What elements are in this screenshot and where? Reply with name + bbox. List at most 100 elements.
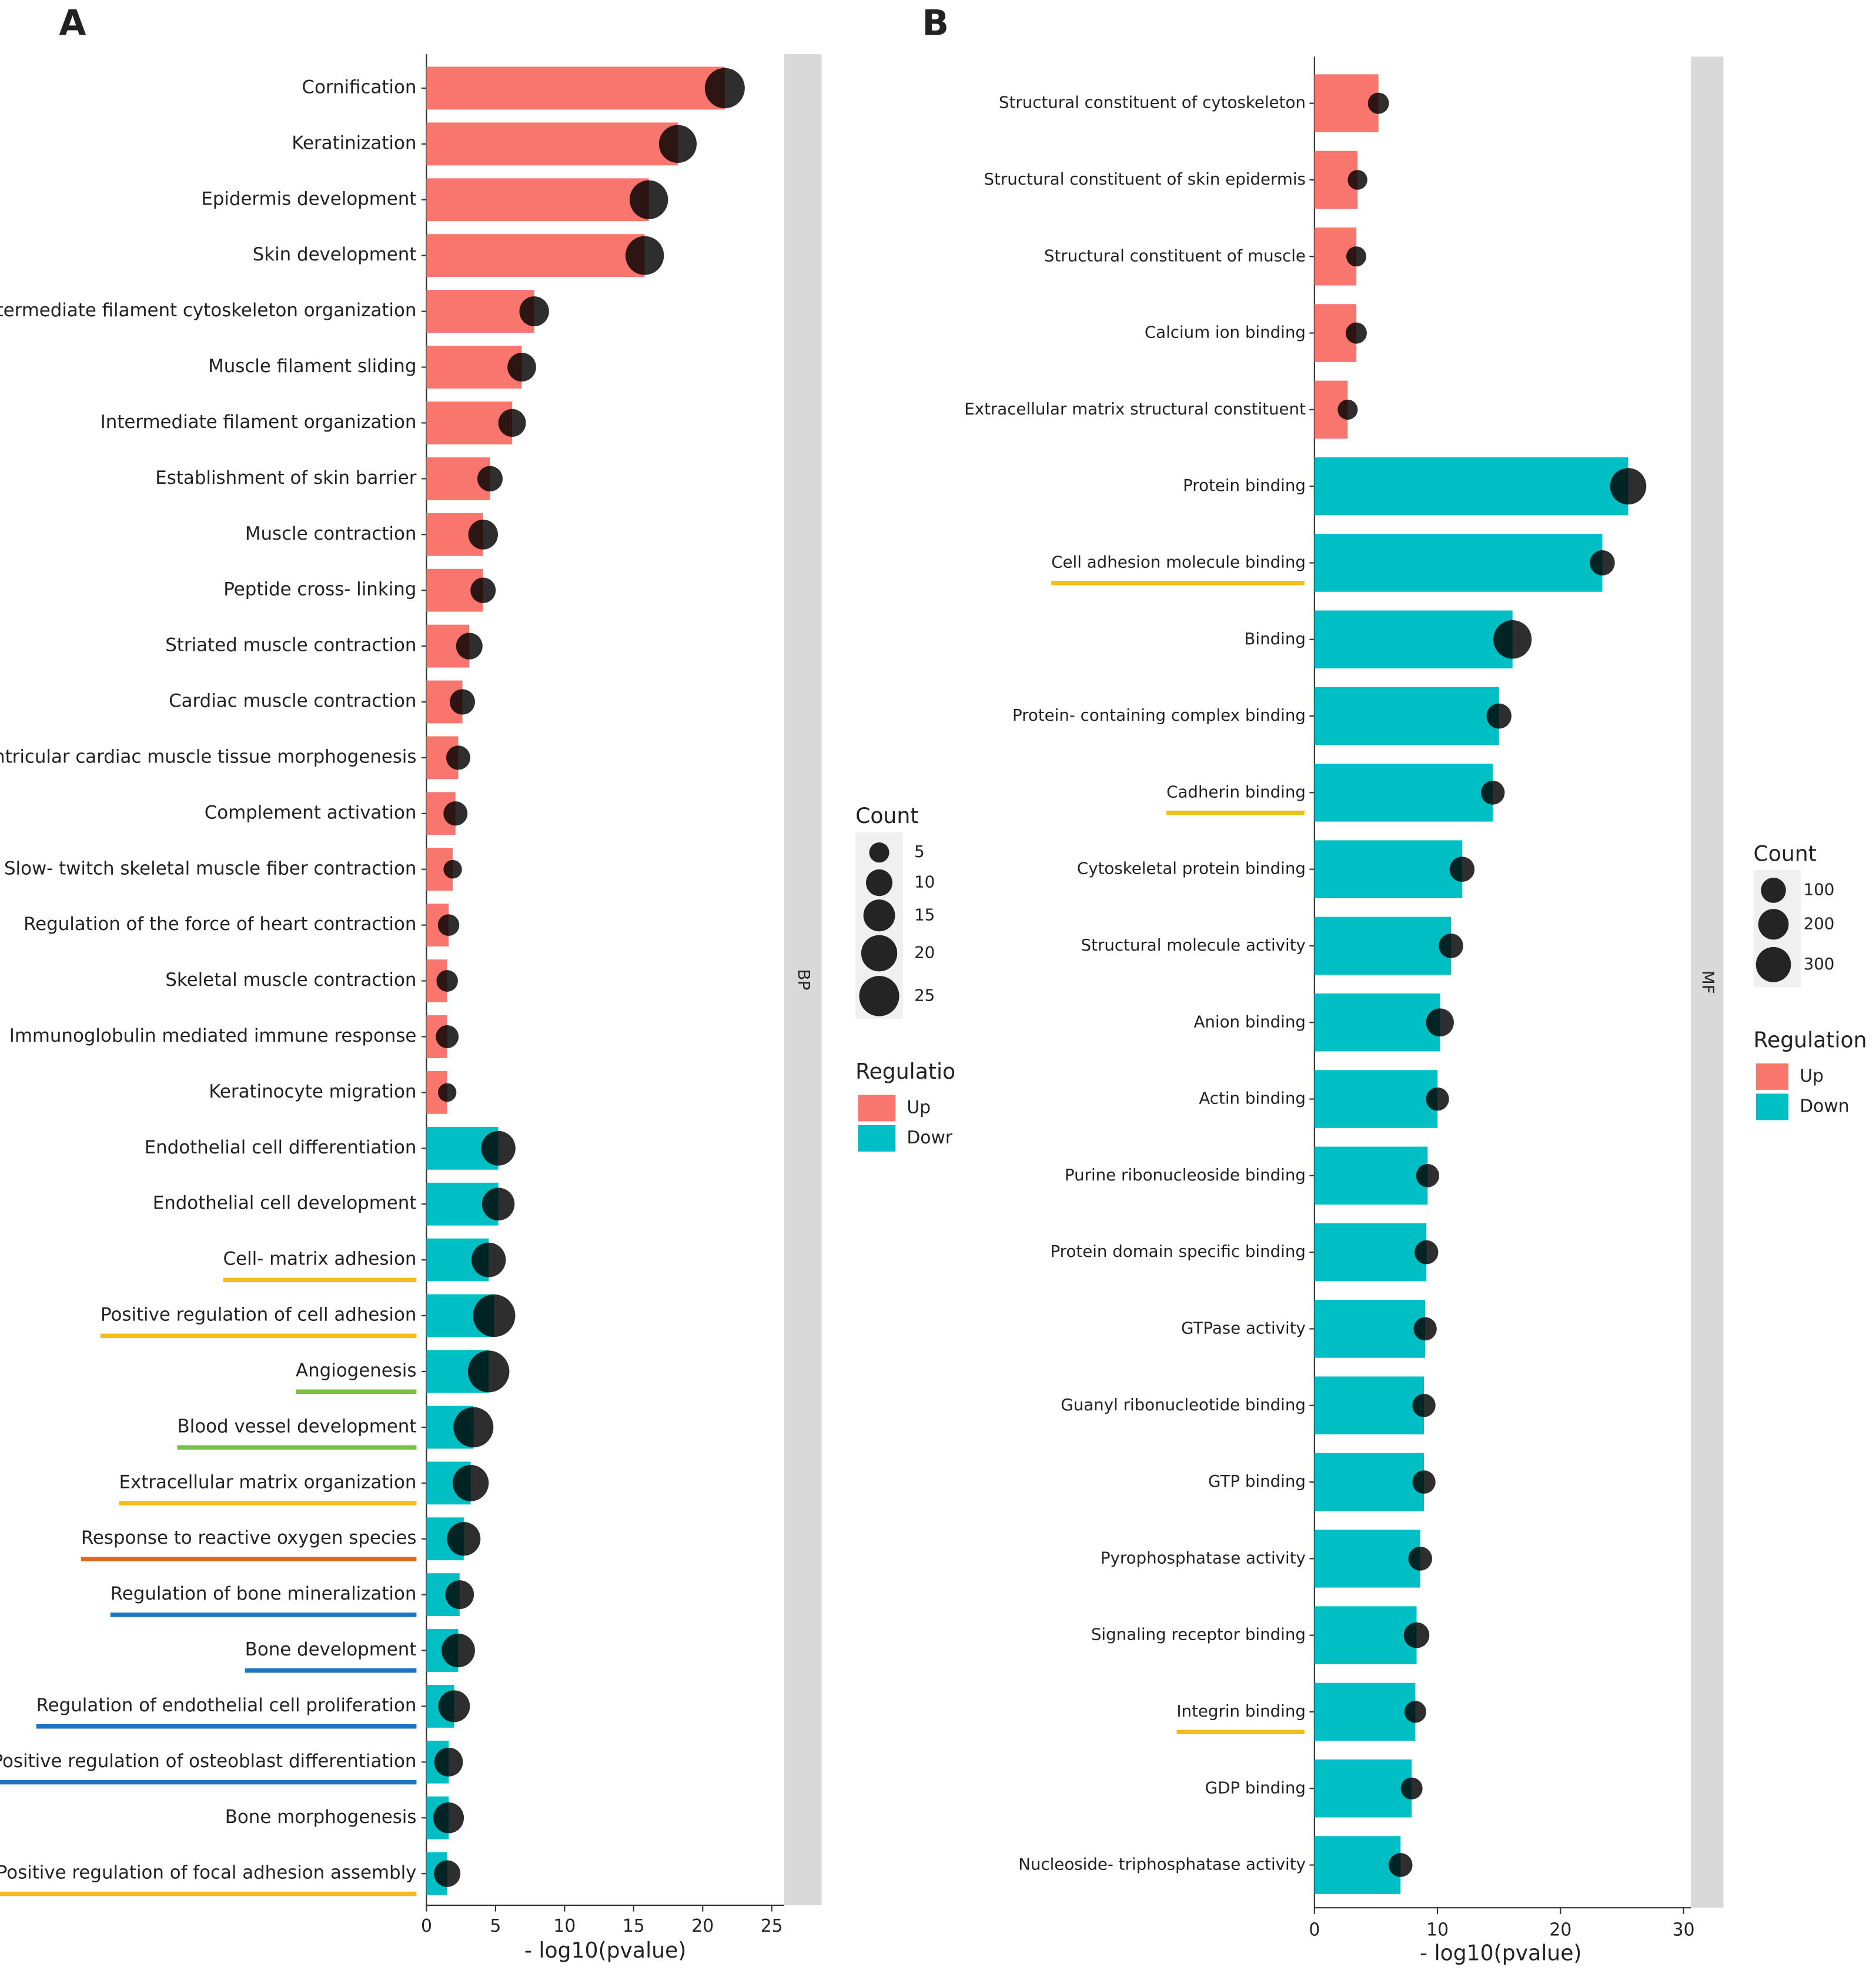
size-legend-title: Count — [855, 803, 918, 828]
y-tick-label: Protein domain specific binding — [1050, 1242, 1305, 1261]
color-legend-key — [858, 1125, 896, 1152]
count-dot — [1347, 170, 1367, 190]
x-axis-title: - log10(pvalue) — [524, 1938, 686, 1963]
count-dot — [1486, 703, 1511, 729]
count-dot — [658, 125, 697, 163]
size-legend-label: 20 — [914, 942, 935, 962]
y-tick-label: Regulation of the force of heart contrac… — [24, 914, 416, 935]
x-tick-label: 20 — [1549, 1919, 1571, 1940]
y-tick-label: Muscle filament sliding — [208, 356, 416, 377]
count-dot — [449, 689, 476, 715]
count-dot — [498, 409, 526, 437]
size-legend-label: 300 — [1804, 954, 1835, 974]
y-tick-label: Muscle contraction — [245, 523, 417, 544]
y-tick-label: Structural constituent of cytoskeleton — [999, 93, 1306, 112]
color-legend-key — [1755, 1063, 1789, 1090]
x-tick-label: 30 — [1673, 1919, 1695, 1940]
y-tick-label: Protein binding — [1183, 476, 1306, 495]
size-legend-dot — [1755, 946, 1791, 982]
y-tick-label: Binding — [1244, 629, 1306, 648]
count-dot — [437, 1083, 457, 1102]
count-dot — [1610, 468, 1647, 505]
count-dot — [471, 1242, 506, 1277]
y-tick-label: Structural constituent of skin epidermis — [984, 169, 1306, 189]
bar — [1314, 1223, 1427, 1282]
bar — [1314, 74, 1379, 132]
bar — [1314, 1836, 1401, 1894]
color-legend-label: Down — [1800, 1096, 1849, 1116]
y-tick-label: Protein- containing complex binding — [1012, 705, 1306, 725]
count-dot — [1389, 1853, 1413, 1877]
count-dot — [477, 466, 503, 492]
y-tick-label: Keratinization — [292, 132, 416, 153]
count-dot — [1408, 1546, 1433, 1571]
size-legend-dot — [863, 899, 895, 932]
count-dot — [446, 745, 470, 770]
size-legend-dot — [1761, 878, 1786, 903]
y-tick-label: Integrin binding — [1176, 1701, 1306, 1721]
bar — [1314, 610, 1513, 669]
y-tick-label: Skin development — [253, 244, 417, 265]
bar — [1314, 1300, 1426, 1358]
y-tick-label: GTPase activity — [1181, 1318, 1306, 1337]
count-dot — [1413, 1317, 1437, 1341]
bar — [1314, 1530, 1420, 1588]
y-tick-label: Endothelial cell differentiation — [145, 1137, 417, 1158]
bar — [1314, 687, 1499, 745]
count-dot — [1481, 780, 1505, 805]
bar — [1314, 457, 1628, 516]
count-dot — [481, 1187, 515, 1221]
facet-strip — [1691, 56, 1724, 1908]
x-axis-title: - log10(pvalue) — [1420, 1940, 1581, 1965]
size-legend-dot — [869, 842, 889, 863]
y-tick-label: Intermediate filament organization — [101, 412, 417, 433]
size-legend-label: 25 — [914, 985, 935, 1005]
y-tick-label: Striated muscle contraction — [165, 635, 416, 656]
count-dot — [434, 1860, 461, 1887]
x-tick-label: 5 — [490, 1916, 501, 1936]
y-tick-label: Structural constituent of muscle — [1044, 246, 1306, 265]
y-tick-label: Cornification — [302, 76, 416, 98]
color-legend-title: Regulation — [1754, 1027, 1867, 1052]
y-tick-label: Purine ribonucleoside binding — [1065, 1165, 1306, 1185]
bar — [426, 178, 649, 222]
y-tick-label: Anion binding — [1193, 1012, 1305, 1031]
color-legend-label: Up — [1800, 1066, 1824, 1086]
y-tick-label: Positive regulation of cell adhesion — [101, 1304, 416, 1325]
bar — [426, 234, 645, 277]
panel-label: B — [922, 3, 949, 44]
bar — [1314, 1453, 1424, 1511]
color-legend-label: Up — [907, 1097, 931, 1118]
bar — [426, 290, 534, 333]
size-legend-label: 5 — [914, 842, 925, 861]
color-legend-key — [1755, 1093, 1789, 1120]
size-legend-dot — [1758, 909, 1789, 940]
size-legend-label: 200 — [1804, 914, 1835, 933]
y-tick-label: Complement activation — [205, 802, 417, 823]
size-legend-title: Count — [1754, 841, 1817, 866]
count-dot — [1493, 620, 1532, 659]
count-dot — [1400, 1777, 1423, 1799]
count-dot — [436, 1025, 459, 1049]
bar — [1314, 840, 1462, 898]
count-dot — [1426, 1008, 1454, 1037]
count-dot — [704, 68, 745, 109]
y-tick-label: Signaling receptor binding — [1091, 1625, 1306, 1644]
count-dot — [1439, 934, 1463, 958]
y-tick-label: Pyrophosphatase activity — [1101, 1548, 1306, 1567]
x-tick-label: 25 — [761, 1916, 783, 1936]
facet-strip — [784, 54, 822, 1905]
y-tick-label: Extracellular matrix structural constitu… — [964, 399, 1306, 419]
y-tick-label: Cell- matrix adhesion — [223, 1249, 417, 1270]
bar — [1314, 1070, 1438, 1128]
count-dot — [1449, 857, 1475, 882]
size-legend-dot — [866, 869, 893, 896]
count-dot — [507, 352, 536, 382]
count-dot — [452, 1464, 489, 1501]
y-tick-label: Guanyl ribonucleotide binding — [1061, 1395, 1306, 1414]
count-dot — [468, 519, 498, 550]
color-legend-title: Regulatio — [855, 1059, 955, 1084]
y-tick-label: Regulation of bone mineralization — [111, 1583, 417, 1604]
x-tick-label: 0 — [1309, 1919, 1320, 1940]
y-tick-label: Nucleoside- triphosphatase activity — [1018, 1854, 1306, 1874]
